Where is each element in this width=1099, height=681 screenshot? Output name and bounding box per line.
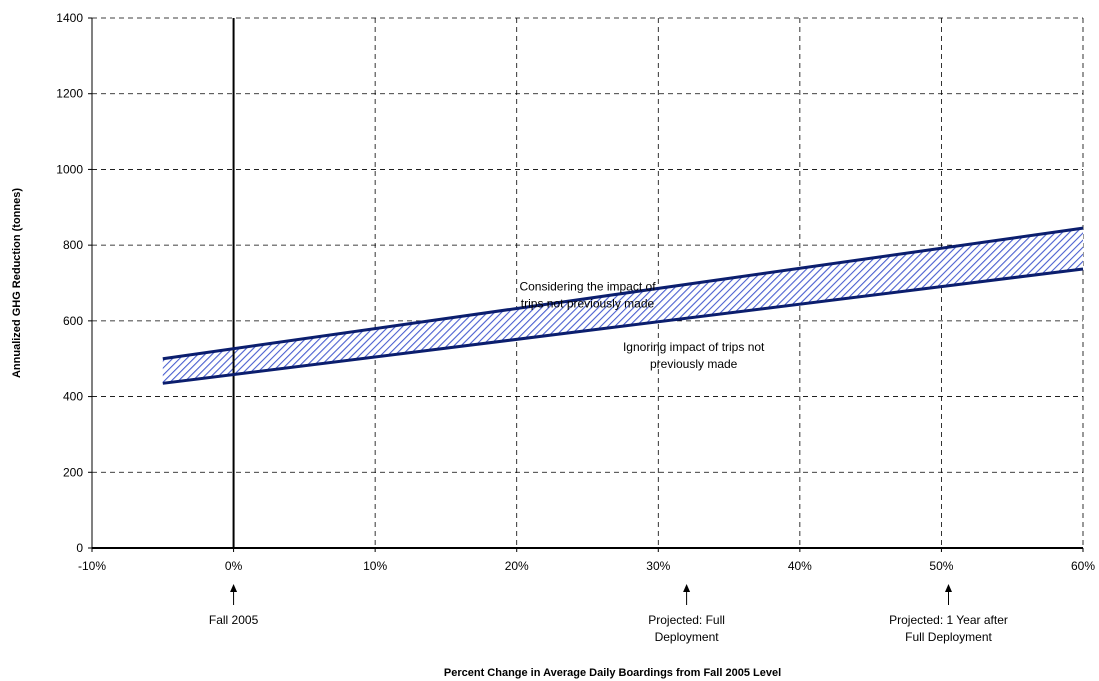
series-line-considering — [162, 226, 1084, 361]
series-label-line: Ignoring impact of trips not — [623, 340, 765, 354]
range-band-fill — [162, 228, 1084, 384]
x-tick-label: 60% — [1071, 559, 1095, 573]
annotations: Fall 2005 Projected: Full Deployment Projec… — [209, 584, 1008, 644]
annotation-arrowhead — [945, 584, 953, 592]
y-tick-label: 0 — [76, 541, 83, 555]
y-tick-label: 1400 — [56, 11, 83, 25]
series-label-line: previously made — [650, 357, 738, 371]
series-label-line: Considering the impact of — [519, 280, 656, 294]
annotation-text: Projected: 1 Year after — [889, 613, 1008, 627]
annotation-text: Deployment — [655, 630, 720, 644]
y-tick-label: 800 — [63, 238, 83, 252]
range-band — [162, 228, 1084, 384]
series-lines — [162, 226, 1084, 385]
y-axis-title: Annualized GHG Reduction (tonnes) — [11, 188, 23, 378]
annotation-text: Projected: Full — [648, 613, 725, 627]
y-tick-label: 1200 — [56, 87, 83, 101]
x-tick-label: 30% — [646, 559, 670, 573]
x-tick-label: 50% — [929, 559, 953, 573]
x-tick-label: -10% — [78, 559, 106, 573]
y-tick-label: 400 — [63, 390, 83, 404]
x-tick-label: 0% — [225, 559, 243, 573]
y-tick-label: 200 — [63, 465, 83, 479]
y-tick-label: 600 — [63, 314, 83, 328]
annotation-arrowhead — [683, 584, 691, 592]
series-labels: Considering the impact of trips not previ… — [519, 280, 765, 372]
annotation-text: Fall 2005 — [209, 613, 259, 627]
x-tick-label: 20% — [505, 559, 529, 573]
x-axis-title: Percent Change in Average Daily Boarding… — [444, 667, 781, 679]
x-tick-label: 40% — [788, 559, 812, 573]
y-tick-label: 1000 — [56, 162, 83, 176]
annotation-arrowhead — [230, 584, 238, 592]
axes: 0 200 400 600 800 1000 1200 1400 -10% 0% 10% 20% 30%… — [56, 11, 1095, 573]
annotation-text: Full Deployment — [905, 630, 992, 644]
series-label-line: trips not previously made — [521, 297, 655, 311]
series-line-ignoring — [162, 267, 1084, 385]
x-tick-label: 10% — [363, 559, 387, 573]
